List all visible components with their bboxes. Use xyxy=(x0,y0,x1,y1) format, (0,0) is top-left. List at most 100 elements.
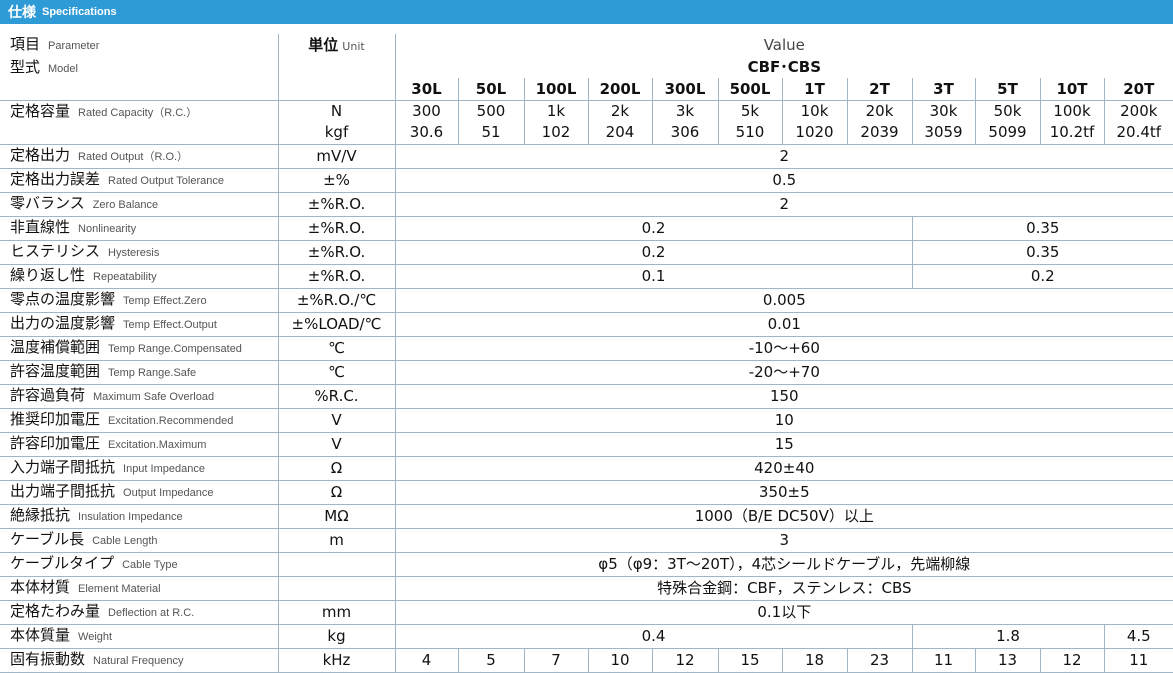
param-header-jp: 項目 xyxy=(10,35,41,53)
param-cell: ケーブル長 Cable Length xyxy=(0,528,278,553)
param-cell: 出力端子間抵抗 Output Impedance xyxy=(0,480,278,505)
value-cell: 15 xyxy=(394,432,1173,457)
model-name: CBF･CBS xyxy=(394,57,1173,79)
param-label-jp: 非直線性 xyxy=(10,217,71,236)
param-label-jp: 零点の温度影響 xyxy=(10,289,116,308)
param-cell: 本体材質 Element Material xyxy=(0,576,278,601)
param-label-jp: ケーブルタイプ xyxy=(10,553,115,572)
capacity-header: 20T xyxy=(1103,78,1173,101)
value-cell: 50k xyxy=(974,100,1040,123)
param-label-jp: 許容温度範囲 xyxy=(10,361,101,380)
param-rated-capacity: 定格容量 Rated Capacity（R.C.） xyxy=(0,100,278,145)
value-cell: 11 xyxy=(1103,648,1173,673)
unit-cell xyxy=(277,576,395,601)
value-cell: 0.01 xyxy=(394,312,1173,337)
capacity-header: 3T xyxy=(911,78,975,101)
header-row-1: 項目 Parameter 単位 Unit Value xyxy=(0,34,1173,57)
param-label-en: Maximum Safe Overload xyxy=(93,390,215,403)
unit-cell: ±% xyxy=(277,168,395,193)
param-label-jp: 本体材質 xyxy=(10,577,71,596)
param-label-en: Excitation.Recommended xyxy=(108,414,234,427)
spec-row: 絶縁抵抗 Insulation Impedance MΩ 1000（B/E DC50V… xyxy=(0,504,1173,529)
spec-row: ケーブル長 Cable Length m 3 xyxy=(0,528,1173,553)
capacity-header: 200L xyxy=(587,78,652,101)
capacity-header: 2T xyxy=(846,78,912,101)
value-cell: 1020 xyxy=(781,122,847,145)
param-cell: 零バランス Zero Balance xyxy=(0,192,278,217)
unit-cell: ±%LOAD/℃ xyxy=(277,312,395,337)
param-header: 項目 Parameter xyxy=(0,34,278,57)
value-cell: 0.35 xyxy=(911,216,1173,241)
capacity-row: 30L 50L 100L 200L 300L 500L 1T 2T 3T 5T 10T 20T xyxy=(0,78,1173,101)
param-label-en: Rated Capacity（R.C.） xyxy=(78,106,198,119)
unit-header-en: Unit xyxy=(342,39,365,53)
unit-cell: N xyxy=(277,100,395,123)
param-label-en: Temp Range.Compensated xyxy=(108,342,242,355)
value-cell: 10 xyxy=(394,408,1173,433)
value-cell: 5099 xyxy=(974,122,1040,145)
value-cell: 102 xyxy=(523,122,588,145)
value-cell: 7 xyxy=(523,648,588,673)
section-title-jp: 仕様 xyxy=(8,5,36,21)
unit-cell: V xyxy=(277,408,395,433)
param-label-jp: 出力端子間抵抗 xyxy=(10,481,116,500)
param-label-jp: ヒステリシス xyxy=(10,241,101,260)
value-cell: φ5（φ9：3T～20T），4芯シールドケーブル，先端柳線 xyxy=(394,552,1173,577)
unit-cell xyxy=(277,552,395,577)
param-header-en: Parameter xyxy=(48,40,100,52)
spec-row: 零バランス Zero Balance ±%R.O. 2 xyxy=(0,192,1173,217)
value-cell: 20.4tf xyxy=(1103,122,1173,145)
param-label-en: Input Impedance xyxy=(123,462,205,475)
value-cell: 11 xyxy=(911,648,975,673)
param-label-en: Excitation.Maximum xyxy=(108,438,207,451)
section-header: 仕様 Specifications xyxy=(0,0,1173,24)
value-cell: 2k xyxy=(587,100,652,123)
param-cell: 繰り返し性 Repeatability xyxy=(0,264,278,289)
param-label-jp: 零バランス xyxy=(10,193,85,212)
param-label-jp: 定格たわみ量 xyxy=(10,601,101,620)
spec-row: 定格出力 Rated Output（R.O.） mV/V 2 xyxy=(0,144,1173,169)
param-label-en: Cable Type xyxy=(122,558,178,571)
value-cell: 200k xyxy=(1103,100,1173,123)
unit-header-jp: 単位 xyxy=(308,35,339,54)
param-label-jp: 固有振動数 xyxy=(10,649,86,668)
unit-cell: V xyxy=(277,432,395,457)
unit-cell: kgf xyxy=(277,122,395,145)
unit-cell: kg xyxy=(277,624,395,649)
param-label-jp: 本体質量 xyxy=(10,625,71,644)
value-cell: 30k xyxy=(911,100,975,123)
value-cell: 150 xyxy=(394,384,1173,409)
value-cell: 5k xyxy=(717,100,782,123)
param-label-jp: ケーブル長 xyxy=(10,529,85,548)
unit-cell: ±%R.O. xyxy=(277,264,395,289)
param-label-en: Nonlinearity xyxy=(78,222,137,235)
param-cell: 温度補償範囲 Temp Range.Compensated xyxy=(0,336,278,361)
value-cell: 1000（B/E DC50V）以上 xyxy=(394,504,1173,529)
capacity-header: 500L xyxy=(717,78,782,101)
spec-row: 定格出力誤差 Rated Output Tolerance ±% 0.5 xyxy=(0,168,1173,193)
spec-row: ヒステリシス Hysteresis ±%R.O. 0.2 0.35 xyxy=(0,240,1173,265)
value-cell: 20k xyxy=(846,100,912,123)
unit-cell: Ω xyxy=(277,480,395,505)
value-cell: 0.1 xyxy=(394,264,912,289)
value-cell: 13 xyxy=(974,648,1040,673)
model-header-en: Model xyxy=(48,63,78,75)
capacity-header: 50L xyxy=(457,78,524,101)
param-label-jp: 許容過負荷 xyxy=(10,385,86,404)
param-label-en: Deflection at R.C. xyxy=(108,606,195,619)
value-cell: 12 xyxy=(651,648,718,673)
param-label-jp: 繰り返し性 xyxy=(10,265,86,284)
spec-row: ケーブルタイプ Cable Type φ5（φ9：3T～20T），4芯シールドケーブ… xyxy=(0,552,1173,577)
value-cell: 0.2 xyxy=(394,216,912,241)
param-label-en: Rated Output Tolerance xyxy=(108,174,224,187)
param-cell: 零点の温度影響 Temp Effect.Zero xyxy=(0,288,278,313)
value-cell: 4.5 xyxy=(1103,624,1173,649)
value-cell: 51 xyxy=(457,122,524,145)
unit-cell: ±%R.O. xyxy=(277,216,395,241)
param-cell: 許容印加電圧 Excitation.Maximum xyxy=(0,432,278,457)
capacity-header: 100L xyxy=(523,78,588,101)
param-label-en: Repeatability xyxy=(93,270,157,283)
unit-cell: mm xyxy=(277,600,395,625)
value-cell: 500 xyxy=(457,100,524,123)
rated-capacity-kgf-row: kgf 30.6 51 102 204 306 510 1020 2039 3059 5099 10.… xyxy=(0,122,1173,145)
